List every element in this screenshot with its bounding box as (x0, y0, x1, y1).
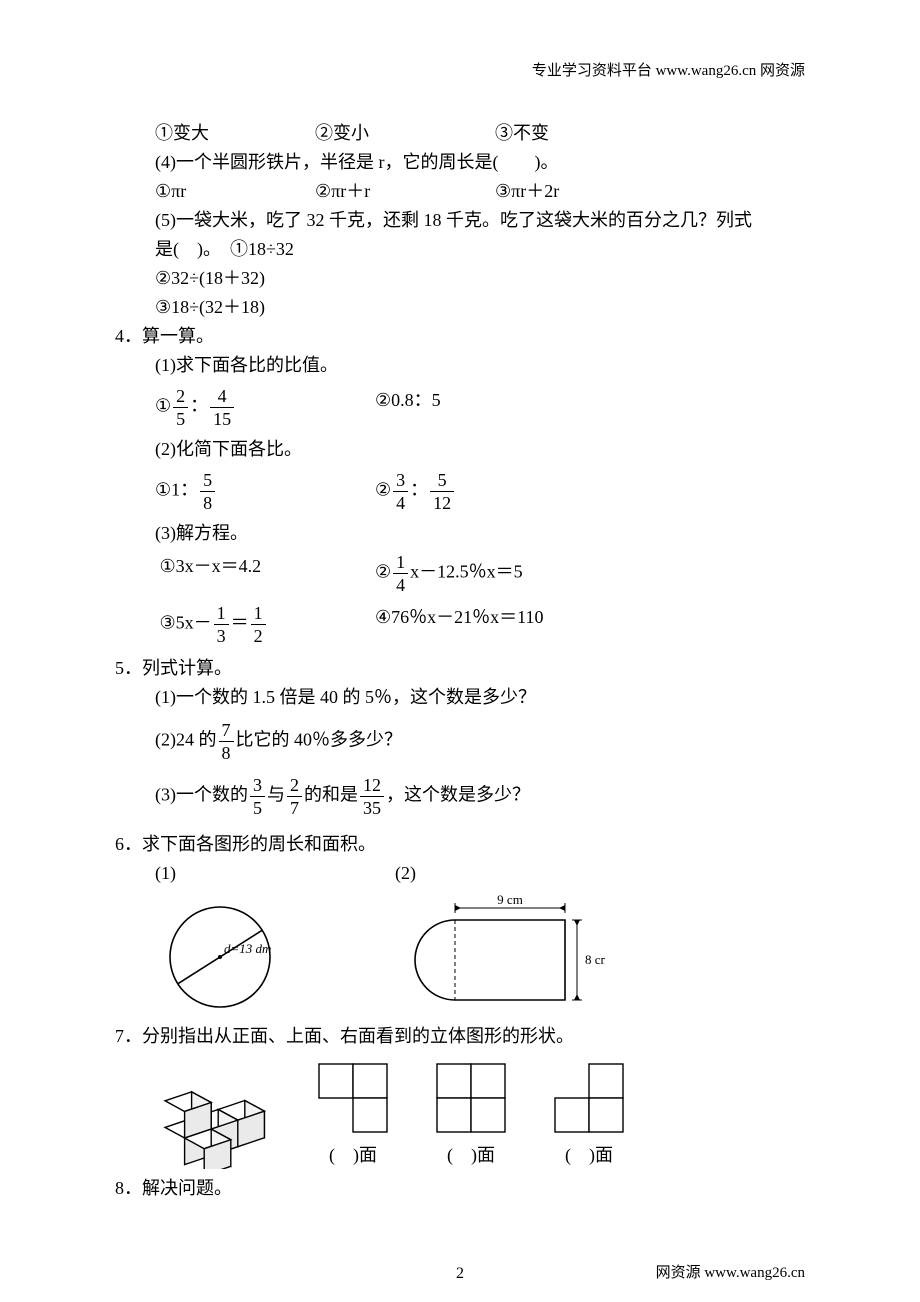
frac-n: 4 (210, 387, 234, 407)
semicircle-rect-icon: 9 cm 8 cm (395, 895, 605, 1015)
q6-sub2-label: (2) (395, 860, 416, 887)
grid-view-icon (313, 1058, 393, 1138)
frac-d: 35 (360, 796, 384, 817)
prefix: ② (375, 562, 391, 582)
q4-sub2-a-prefix: ①1： (155, 480, 198, 500)
q3-sub5-line4: ③18÷(32＋18) (155, 294, 805, 321)
q4-sub3-c: ③5x－13＝12 (155, 604, 375, 645)
q3-sub4-text: (4)一个半圆形铁片，半径是 r，它的周长是( )。 (155, 149, 805, 176)
q7-title: 7．分别指出从正面、上面、右面看到的立体图形的形状。 (115, 1023, 805, 1050)
q5-title: 5．列式计算。 (115, 655, 805, 682)
frac-n: 3 (393, 471, 408, 491)
grid-view-icon (549, 1058, 629, 1138)
q6-title: 6．求下面各图形的周长和面积。 (115, 831, 805, 858)
q4-sub1-b: ②0.8：5 (375, 387, 441, 428)
frac-d: 4 (393, 573, 408, 594)
frac-d: 4 (393, 491, 408, 512)
content: ①变大 ②变小 ③不变 (4)一个半圆形铁片，半径是 r，它的周长是( )。 ①… (115, 120, 805, 1202)
grid-view-icon (431, 1058, 511, 1138)
colon: ： (190, 396, 208, 416)
q7-solid (135, 1069, 275, 1169)
frac-d: 3 (214, 624, 229, 645)
q5-sub3: (3)一个数的35与27的和是1235，这个数是多少？ (155, 776, 805, 817)
frac-n: 1 (393, 553, 408, 573)
page: 专业学习资料平台 www.wang26.cn 网资源 ①变大 ②变小 ③不变 (… (0, 0, 920, 1302)
q8-title: 8．解决问题。 (115, 1175, 805, 1202)
q3-sub5-line1: (5)一袋大米，吃了 32 千克，还剩 18 千克。吃了这袋大米的百分之几？列式 (155, 207, 805, 234)
q7-view-1: ( )面 (313, 1058, 393, 1169)
q5-sub1: (1)一个数的 1.5 倍是 40 的 5％，这个数是多少？ (155, 684, 805, 711)
prefix: ③5x－ (160, 613, 212, 633)
q7-view-2: ( )面 (431, 1058, 511, 1169)
q3-sub4-opt1: ①πr (155, 178, 315, 205)
q4-sub2-b-prefix: ② (375, 480, 391, 500)
eq: ＝ (231, 613, 249, 633)
frac-n: 7 (219, 721, 234, 741)
q4-sub3-label: (3)解方程。 (155, 520, 805, 547)
q4-sub2-label: (2)化简下面各比。 (155, 436, 805, 463)
q3-sub4-opt3: ③πr＋2r (495, 178, 559, 205)
q4-sub2-b: ②34：512 (375, 471, 456, 512)
frac-d: 12 (430, 491, 454, 512)
footer-source: 网资源 www.wang26.cn (656, 1262, 805, 1285)
q6-fig2: 9 cm 8 cm (395, 895, 605, 1015)
page-number: 2 (456, 1262, 464, 1286)
q3-opt3: ③不变 (495, 120, 549, 147)
q6-fig1: d=13 dm (155, 895, 395, 1015)
text: 比它的 40％多多少？ (236, 730, 403, 750)
svg-text:d=13 dm: d=13 dm (224, 941, 271, 956)
text: (3)一个数的 (155, 785, 248, 805)
q3-sub5-line2: 是( )。 ①18÷32 (155, 236, 805, 263)
frac-d: 2 (251, 624, 266, 645)
q4-sub1-a: ①25：415 (155, 387, 375, 428)
circle-diagram-icon: d=13 dm (155, 895, 285, 1015)
colon: ： (410, 480, 428, 500)
isometric-cubes-icon (135, 1069, 275, 1169)
q4-sub2-a: ①1：58 (155, 471, 375, 512)
q4-sub3-a: ①3x－x＝4.2 (155, 553, 375, 594)
frac-n: 1 (214, 604, 229, 624)
q3-opt1: ①变大 (155, 120, 315, 147)
text: ，这个数是多少？ (386, 785, 530, 805)
frac-n: 2 (287, 776, 302, 796)
frac-n: 2 (173, 387, 188, 407)
q7-view-3: ( )面 (549, 1058, 629, 1169)
q3-opt2: ②变小 (315, 120, 495, 147)
view-label: ( )面 (549, 1142, 629, 1169)
frac-d: 8 (219, 741, 234, 762)
q5-sub2: (2)24 的78比它的 40％多多少？ (155, 721, 805, 762)
frac-d: 5 (250, 796, 265, 817)
frac-n: 5 (200, 471, 215, 491)
svg-text:8 cm: 8 cm (585, 952, 605, 967)
q7-figures: ( )面 ( )面 ( )面 (115, 1058, 805, 1169)
svg-text:9 cm: 9 cm (497, 895, 523, 907)
q4-sub3-b: ②14x－12.5％x＝5 (375, 553, 523, 594)
frac-n: 3 (250, 776, 265, 796)
frac-n: 12 (360, 776, 384, 796)
frac-n: 5 (430, 471, 454, 491)
text: (2)24 的 (155, 730, 217, 750)
header-source: 专业学习资料平台 www.wang26.cn 网资源 (532, 60, 805, 83)
frac-d: 5 (173, 407, 188, 428)
view-label: ( )面 (431, 1142, 511, 1169)
q3-opts-row: ①变大 ②变小 ③不变 (4)一个半圆形铁片，半径是 r，它的周长是( )。 ①… (115, 120, 805, 321)
q4-sub3-d: ④76％x－21％x＝110 (375, 604, 543, 645)
view-label: ( )面 (313, 1142, 393, 1169)
q3-sub4-opt2: ②πr＋r (315, 178, 495, 205)
tail: x－12.5％x＝5 (410, 562, 523, 582)
q3-sub5-line3: ②32÷(18＋32) (155, 265, 805, 292)
eq-text: ①3x－x＝4.2 (160, 556, 262, 576)
text: 的和是 (304, 785, 358, 805)
q6-sub1-label: (1) (155, 860, 395, 887)
q4-title: 4．算一算。 (115, 323, 805, 350)
frac-n: 1 (251, 604, 266, 624)
text: 与 (267, 785, 285, 805)
frac-d: 15 (210, 407, 234, 428)
q4-sub1-label: (1)求下面各比的比值。 (155, 352, 805, 379)
frac-d: 8 (200, 491, 215, 512)
q4-sub1-a-prefix: ① (155, 396, 171, 416)
frac-d: 7 (287, 796, 302, 817)
